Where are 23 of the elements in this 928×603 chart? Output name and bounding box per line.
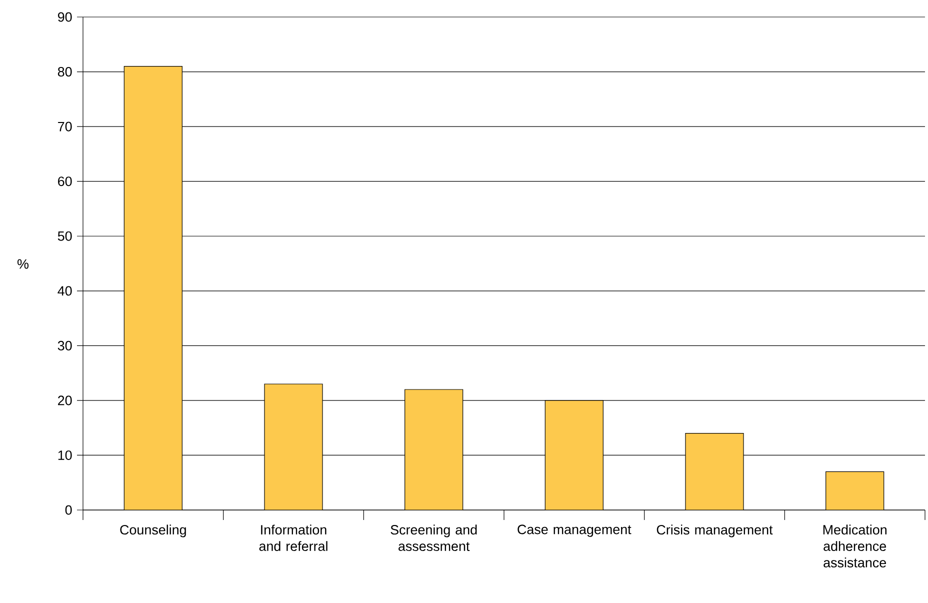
x-tick-label: Screening and assessment	[390, 524, 477, 551]
x-tick-label: Case management	[518, 524, 632, 537]
y-tick-label: 50	[58, 231, 72, 241]
bar	[544, 400, 604, 510]
x-tick-label: Counseling	[120, 524, 186, 538]
y-tick-label: 90	[58, 12, 72, 22]
y-tick-label: 80	[58, 67, 72, 77]
x-tick-label: Medication adherence assistance	[823, 524, 886, 568]
y-tick-label: 20	[58, 396, 72, 406]
x-tick-label: Crisis management	[656, 524, 773, 538]
y-axis-title: %	[18, 259, 29, 269]
y-tick-label: 70	[58, 122, 72, 132]
bar	[685, 433, 744, 510]
bar	[124, 66, 182, 510]
y-tick-label: 60	[58, 176, 72, 186]
y-tick-label: 10	[58, 450, 72, 460]
y-tick-label: 40	[58, 286, 72, 296]
x-tick-label: Information and referral	[259, 524, 328, 551]
bar	[404, 389, 464, 510]
bar	[826, 471, 884, 510]
bar	[264, 384, 323, 510]
y-tick-label: 0	[65, 505, 72, 515]
y-tick-label: 30	[58, 340, 72, 350]
